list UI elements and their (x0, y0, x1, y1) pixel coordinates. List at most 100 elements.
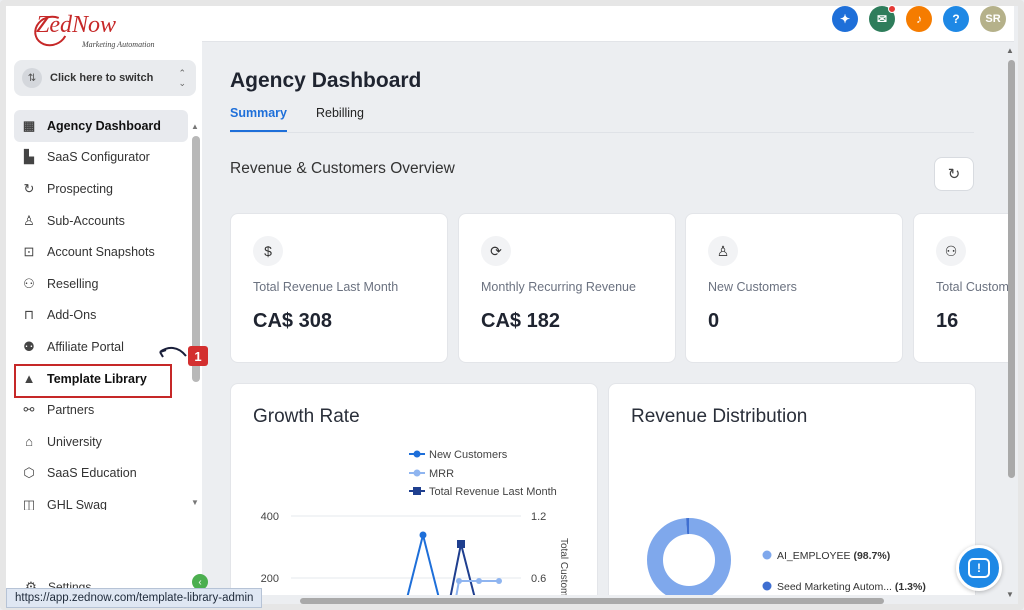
y-tick-label: 200 (261, 573, 279, 585)
y2-axis-label: Total Customers (558, 538, 569, 595)
legend-label: AI_EMPLOYEE (98.7%) (777, 550, 890, 562)
sidebar-scrollbar[interactable]: ▲ ▼ (191, 122, 200, 508)
sidebar-item-label: Agency Dashboard (47, 118, 161, 133)
sidebar-item-partners[interactable]: ⚯ Partners (14, 394, 188, 426)
sidebar-item-label: Add-Ons (47, 308, 97, 323)
handshake-icon: ⚯ (23, 402, 35, 418)
collapse-sidebar-button[interactable]: ‹ (192, 574, 208, 590)
legend-swatch (762, 550, 772, 560)
scroll-down-arrow-icon[interactable]: ▼ (191, 498, 199, 507)
pie-slice (647, 518, 731, 595)
metric-value: 0 (708, 310, 720, 332)
lock-icon: ⊓ (23, 307, 35, 323)
data-point (419, 531, 427, 539)
y-tick-label: 400 (261, 511, 279, 523)
legend-label: New Customers (429, 449, 508, 461)
refresh-icon: ↻ (23, 180, 35, 196)
users-icon: ⚇ (936, 236, 966, 266)
sidebar-nav: ▦ Agency Dashboard ▙ SaaS Configurator ↻ Pros… (14, 110, 188, 510)
sidebar-item-label: University (47, 434, 102, 449)
main-scroll-thumb[interactable] (1008, 60, 1015, 478)
sidebar-item-saas-configurator[interactable]: ▙ SaaS Configurator (14, 142, 188, 174)
user-icon: ♙ (23, 212, 35, 228)
horizontal-scroll-thumb[interactable] (300, 598, 884, 604)
sidebar-item-add-ons[interactable]: ⊓ Add-Ons (14, 300, 188, 332)
legend-label: MRR (429, 468, 454, 480)
y2-tick-label: 0.6 (531, 573, 546, 585)
notification-dot (888, 5, 896, 13)
main-content: Agency Dashboard Summary Rebilling Reven… (202, 43, 1010, 595)
sidebar-item-university[interactable]: ⌂ University (14, 426, 188, 458)
sidebar-item-template-library[interactable]: ▲ Template Library (14, 363, 188, 398)
help-icon[interactable]: ? (943, 6, 969, 32)
sidebar-scroll-thumb[interactable] (192, 136, 200, 382)
switch-icon: ⇅ (22, 68, 42, 88)
sidebar-item-prospecting[interactable]: ↻ Prospecting (14, 173, 188, 205)
pie-slice (647, 518, 731, 595)
sidebar: ZedNow Marketing Automation ⇅ Click here… (6, 6, 202, 604)
metric-card: $ Total Revenue Last Month CA$ 308 (230, 213, 448, 363)
metric-cards: $ Total Revenue Last Month CA$ 308 ⟳ Mon… (230, 213, 1010, 363)
shapes-icon: ▲ (22, 371, 36, 387)
sidebar-item-label: Affiliate Portal (47, 339, 124, 354)
sidebar-item-label: Partners (47, 403, 95, 418)
series-line-total-revenue (449, 543, 476, 595)
tab-summary[interactable]: Summary (230, 106, 287, 132)
revenue-distribution-chart: AI_EMPLOYEE (98.7%) Seed Marketing Autom.… (647, 518, 926, 595)
metric-value: CA$ 308 (253, 310, 332, 332)
logo-tagline: Marketing Automation (82, 40, 155, 49)
annotation-arrow (159, 346, 187, 358)
data-point (496, 578, 502, 584)
recurring-icon: ⟳ (481, 236, 511, 266)
panel-title: Growth Rate (253, 406, 360, 427)
magic-wand-icon[interactable]: ✦ (832, 6, 858, 32)
metric-label: Total Revenue Last Month (253, 280, 399, 294)
main-scrollbar[interactable]: ▲ ▼ (1006, 44, 1018, 604)
scroll-up-arrow-icon[interactable]: ▲ (1006, 46, 1014, 55)
metric-label: Monthly Recurring Revenue (481, 280, 636, 294)
revenue-distribution-panel: Revenue Distribution AI_EMPLOYEE (98.7%)… (608, 383, 976, 595)
sidebar-item-account-snapshots[interactable]: ⊡ Account Snapshots (14, 236, 188, 268)
metric-value: 16 (936, 310, 959, 332)
legend-label: Total Revenue Last Month (429, 486, 557, 498)
refresh-button[interactable]: ↻ (934, 157, 974, 191)
data-point (457, 540, 465, 548)
legend-swatch (762, 581, 772, 591)
chat-widget-button[interactable]: ! (956, 545, 1002, 591)
sidebar-item-reselling[interactable]: ⚇ Reselling (14, 268, 188, 300)
avatar[interactable]: SR (980, 6, 1006, 32)
page-title: Agency Dashboard (230, 69, 422, 92)
data-point (456, 578, 462, 584)
sidebar-item-ghl-swag[interactable]: ◫ GHL Swag (14, 489, 188, 510)
scroll-up-arrow-icon[interactable]: ▲ (191, 122, 199, 131)
sidebar-item-saas-education[interactable]: ⬡ SaaS Education (14, 458, 188, 490)
chat-icon: ! (968, 558, 990, 578)
bell-icon[interactable]: ♪ (906, 6, 932, 32)
sidebar-item-agency-dashboard[interactable]: ▦ Agency Dashboard (14, 110, 188, 142)
sidebar-item-sub-accounts[interactable]: ♙ Sub-Accounts (14, 205, 188, 237)
panel-title: Revenue Distribution (631, 406, 808, 427)
metric-label: New Customers (708, 280, 797, 294)
scroll-down-arrow-icon[interactable]: ▼ (1006, 590, 1014, 599)
top-bar: ✦ ✉ ♪ ? SR (202, 5, 1014, 42)
graduation-cap-icon: ⌂ (25, 434, 33, 450)
metric-card: ♙ New Customers 0 (685, 213, 903, 363)
account-switcher[interactable]: ⇅ Click here to switch ⌃ ⌄ (14, 60, 196, 96)
dashboard-icon: ▦ (22, 117, 36, 133)
y2-tick-label: 1.2 (531, 511, 546, 523)
growth-rate-panel: Growth Rate New Customers MRR Total Revenu… (230, 383, 598, 595)
sidebar-item-label: Account Snapshots (47, 245, 155, 260)
megaphone-icon[interactable]: ✉ (869, 5, 896, 32)
metric-value: CA$ 182 (481, 310, 560, 332)
sidebar-item-label: SaaS Education (47, 466, 137, 481)
status-bar-url: https://app.zednow.com/template-library-… (6, 588, 263, 608)
sidebar-item-affiliate-portal[interactable]: ⚉ Affiliate Portal (14, 331, 188, 363)
legend-label: Seed Marketing Autom... (1.3%) (777, 581, 926, 593)
chevron-up-down-icon: ⌃ ⌄ (178, 68, 186, 88)
metric-label: Total Customers (936, 280, 1010, 294)
tab-rebilling[interactable]: Rebilling (316, 106, 364, 120)
bag-icon: ◫ (22, 496, 36, 510)
gear-icon: ⚙ (25, 579, 37, 594)
brand-logo[interactable]: ZedNow Marketing Automation (29, 11, 176, 52)
user-plus-icon: ♙ (708, 236, 738, 266)
